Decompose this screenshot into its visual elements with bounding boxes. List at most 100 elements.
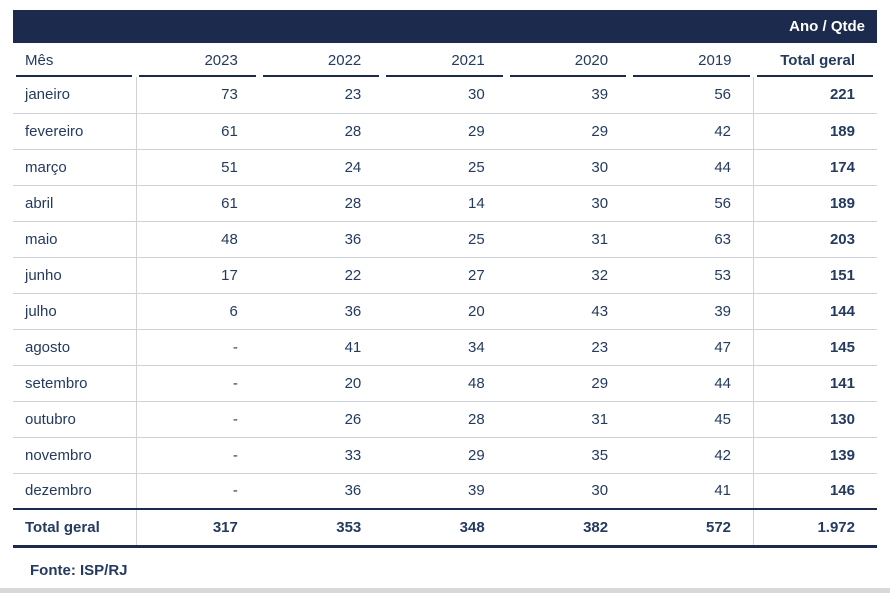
value-cell: 30 — [506, 149, 631, 186]
value-cell: - — [136, 329, 260, 366]
value-cell: 31 — [506, 221, 631, 258]
row-total-cell: 189 — [753, 185, 877, 222]
value-cell: 53 — [630, 257, 754, 294]
value-cell: 43 — [506, 293, 631, 330]
year-column-header: 2023 — [136, 43, 259, 77]
value-cell: 35 — [506, 437, 631, 474]
table-row: novembro -33 29 35 42 139 — [13, 437, 877, 474]
value-cell: - — [136, 401, 260, 438]
table-row: julho 6 36 20 43 39 144 — [13, 293, 877, 330]
table-body: janeiro 73 23 30 39 56 221 fevereiro 61 28 29 29 42 1… — [13, 77, 877, 510]
table-row: setembro -20 48 29 44 141 — [13, 365, 877, 402]
value-cell: 29 — [383, 437, 507, 474]
month-cell: julho — [13, 293, 137, 330]
value-cell: 39 — [630, 293, 754, 330]
value-cell: 51 — [136, 149, 260, 186]
value-cell: 29 — [383, 113, 507, 150]
month-cell: outubro — [13, 401, 137, 438]
value-cell: 42 — [630, 113, 754, 150]
value-cell: 44 — [630, 365, 754, 402]
value-cell: 36 — [259, 221, 384, 258]
value-cell: 29 — [506, 113, 631, 150]
column-total-cell: 382 — [506, 508, 631, 548]
year-column-header: 2021 — [383, 43, 506, 77]
table-row: junho 17 22 27 32 53 151 — [13, 257, 877, 294]
table-title-bar: Ano / Qtde — [13, 10, 877, 43]
value-cell: 36 — [259, 293, 384, 330]
month-cell: junho — [13, 257, 137, 294]
value-cell: 25 — [383, 221, 507, 258]
table-row: janeiro 73 23 30 39 56 221 — [13, 77, 877, 114]
row-total-cell: 203 — [753, 221, 877, 258]
value-cell: 30 — [506, 185, 631, 222]
value-cell: 30 — [383, 77, 507, 114]
row-total-cell: 221 — [753, 77, 877, 114]
value-cell: 6 — [136, 293, 260, 330]
value-cell: - — [136, 437, 260, 474]
column-total-cell: 317 — [136, 508, 260, 548]
month-cell: novembro — [13, 437, 137, 474]
value-cell: 28 — [383, 401, 507, 438]
value-cell: 61 — [136, 113, 260, 150]
value-cell: 32 — [506, 257, 631, 294]
table-total-row: Total geral 317 353 348 382 572 1.972 — [13, 508, 877, 548]
value-cell: 63 — [630, 221, 754, 258]
month-cell: fevereiro — [13, 113, 137, 150]
value-cell: 23 — [259, 77, 384, 114]
value-cell: 28 — [259, 113, 384, 150]
report-page: Ano / Qtde Mês 2023 2022 2021 2020 2019 Total… — [0, 10, 890, 593]
value-cell: 73 — [136, 77, 260, 114]
month-cell: dezembro — [13, 473, 137, 510]
total-column-header: Total geral — [754, 43, 877, 77]
row-total-cell: 130 — [753, 401, 877, 438]
value-cell: 36 — [259, 473, 384, 510]
row-total-cell: 145 — [753, 329, 877, 366]
row-total-cell: 146 — [753, 473, 877, 510]
column-total-cell: 353 — [259, 508, 384, 548]
grand-total-cell: 1.972 — [753, 508, 877, 548]
value-cell: 29 — [506, 365, 631, 402]
year-column-header: 2019 — [630, 43, 753, 77]
bottom-edge-strip — [0, 588, 890, 593]
table-row: abril 61 28 14 30 56 189 — [13, 185, 877, 222]
value-cell: - — [136, 473, 260, 510]
row-total-cell: 151 — [753, 257, 877, 294]
value-cell: 20 — [259, 365, 384, 402]
value-cell: 23 — [506, 329, 631, 366]
value-cell: 61 — [136, 185, 260, 222]
corner-label: Ano / Qtde — [789, 18, 865, 35]
value-cell: 27 — [383, 257, 507, 294]
month-cell: janeiro — [13, 77, 137, 114]
table-header-row: Mês 2023 2022 2021 2020 2019 Total geral — [13, 43, 877, 77]
value-cell: 41 — [259, 329, 384, 366]
value-cell: 48 — [383, 365, 507, 402]
column-total-cell: 572 — [630, 508, 754, 548]
value-cell: 47 — [630, 329, 754, 366]
value-cell: 24 — [259, 149, 384, 186]
table-row: março 51 24 25 30 44 174 — [13, 149, 877, 186]
value-cell: 28 — [259, 185, 384, 222]
value-cell: 17 — [136, 257, 260, 294]
year-column-header: 2022 — [260, 43, 383, 77]
value-cell: 25 — [383, 149, 507, 186]
year-column-header: 2020 — [507, 43, 630, 77]
table-row: agosto -41 34 23 47 145 — [13, 329, 877, 366]
value-cell: 48 — [136, 221, 260, 258]
month-cell: abril — [13, 185, 137, 222]
column-total-cell: 348 — [383, 508, 507, 548]
month-cell: agosto — [13, 329, 137, 366]
month-cell: setembro — [13, 365, 137, 402]
row-total-cell: 189 — [753, 113, 877, 150]
pivot-table: Mês 2023 2022 2021 2020 2019 Total geral jane… — [13, 43, 877, 548]
month-cell: maio — [13, 221, 137, 258]
value-cell: 26 — [259, 401, 384, 438]
value-cell: 20 — [383, 293, 507, 330]
value-cell: 42 — [630, 437, 754, 474]
value-cell: 39 — [506, 77, 631, 114]
value-cell: 14 — [383, 185, 507, 222]
value-cell: 45 — [630, 401, 754, 438]
value-cell: 22 — [259, 257, 384, 294]
row-total-cell: 174 — [753, 149, 877, 186]
value-cell: 44 — [630, 149, 754, 186]
value-cell: 56 — [630, 185, 754, 222]
